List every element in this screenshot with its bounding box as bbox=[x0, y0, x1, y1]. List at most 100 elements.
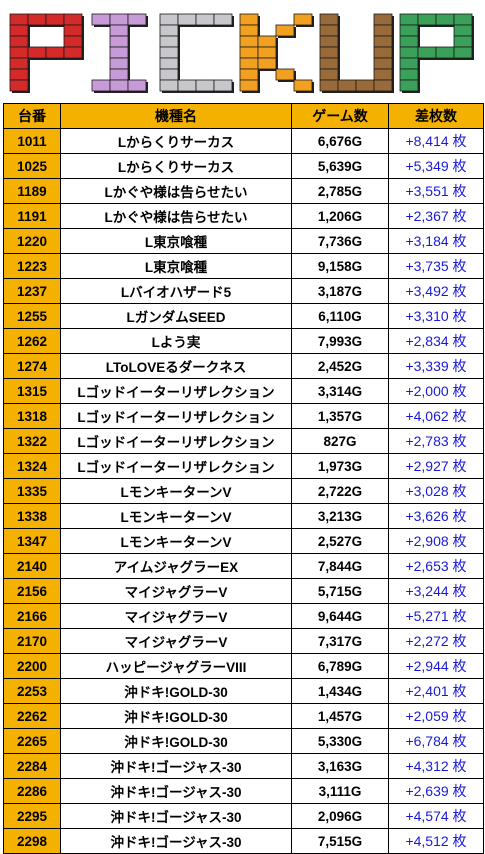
game-count-cell: 9,644G bbox=[291, 603, 389, 629]
machine-number-cell: 2166 bbox=[3, 603, 61, 629]
machine-name-cell: Lからくりサーカス bbox=[60, 128, 292, 154]
machine-name-cell: LモンキーターンV bbox=[60, 478, 292, 504]
machine-name-cell: LモンキーターンV bbox=[60, 528, 292, 554]
machine-number-cell: 2265 bbox=[3, 728, 61, 754]
difference-cell: +3,028 枚 bbox=[388, 478, 484, 504]
pickup-letter-k-4 bbox=[239, 13, 314, 93]
difference-cell: +5,349 枚 bbox=[388, 153, 484, 179]
machine-name-cell: 沖ドキ!ゴージャス-30 bbox=[60, 753, 292, 779]
game-count-cell: 1,206G bbox=[291, 203, 389, 229]
game-count-cell: 1,457G bbox=[291, 703, 389, 729]
machine-name-cell: アイムジャグラーEX bbox=[60, 553, 292, 579]
machine-number-cell: 2170 bbox=[3, 628, 61, 654]
machine-number-cell: 2298 bbox=[3, 828, 61, 854]
pickup-logo bbox=[9, 13, 474, 93]
machine-number-cell: 2262 bbox=[3, 703, 61, 729]
game-count-cell: 1,973G bbox=[291, 453, 389, 479]
machine-number-cell: 1324 bbox=[3, 453, 61, 479]
game-count-cell: 7,515G bbox=[291, 828, 389, 854]
difference-cell: +2,272 枚 bbox=[388, 628, 484, 654]
game-count-cell: 1,434G bbox=[291, 678, 389, 704]
machine-number-cell: 1338 bbox=[3, 503, 61, 529]
game-count-cell: 3,163G bbox=[291, 753, 389, 779]
machine-name-cell: 沖ドキ!GOLD-30 bbox=[60, 728, 292, 754]
game-count-cell: 5,330G bbox=[291, 728, 389, 754]
game-count-cell: 5,715G bbox=[291, 578, 389, 604]
table-row: 1025 Lからくりサーカス 5,639G +5,349 枚 bbox=[3, 153, 484, 179]
table-row: 2284 沖ドキ!ゴージャス-30 3,163G +4,312 枚 bbox=[3, 753, 484, 779]
table-row: 1191 Lかぐや様は告らせたい 1,206G +2,367 枚 bbox=[3, 203, 484, 229]
table-row: 2253 沖ドキ!GOLD-30 1,434G +2,401 枚 bbox=[3, 678, 484, 704]
pickup-letter-c-3 bbox=[159, 13, 234, 93]
difference-cell: +5,271 枚 bbox=[388, 603, 484, 629]
machine-number-cell: 1274 bbox=[3, 353, 61, 379]
difference-cell: +2,834 枚 bbox=[388, 328, 484, 354]
machine-number-cell: 1011 bbox=[3, 128, 61, 154]
header-difference: 差枚数 bbox=[388, 103, 484, 129]
machine-name-cell: Lゴッドイーターリザレクション bbox=[60, 453, 292, 479]
machine-number-cell: 1322 bbox=[3, 428, 61, 454]
table-row: 2295 沖ドキ!ゴージャス-30 2,096G +4,574 枚 bbox=[3, 803, 484, 829]
game-count-cell: 6,676G bbox=[291, 128, 389, 154]
machine-name-cell: 沖ドキ!ゴージャス-30 bbox=[60, 828, 292, 854]
game-count-cell: 1,357G bbox=[291, 403, 389, 429]
difference-cell: +2,927 枚 bbox=[388, 453, 484, 479]
difference-cell: +2,000 枚 bbox=[388, 378, 484, 404]
machine-name-cell: L東京喰種 bbox=[60, 253, 292, 279]
table-row: 1223 L東京喰種 9,158G +3,735 枚 bbox=[3, 253, 484, 279]
header-machine-name: 機種名 bbox=[60, 103, 292, 129]
difference-cell: +3,626 枚 bbox=[388, 503, 484, 529]
difference-cell: +8,414 枚 bbox=[388, 128, 484, 154]
machine-name-cell: L東京喰種 bbox=[60, 228, 292, 254]
machine-number-cell: 1255 bbox=[3, 303, 61, 329]
machine-name-cell: 沖ドキ!ゴージャス-30 bbox=[60, 803, 292, 829]
game-count-cell: 3,187G bbox=[291, 278, 389, 304]
machine-name-cell: Lゴッドイーターリザレクション bbox=[60, 378, 292, 404]
difference-cell: +4,312 枚 bbox=[388, 753, 484, 779]
machine-name-cell: Lゴッドイーターリザレクション bbox=[60, 428, 292, 454]
difference-cell: +2,367 枚 bbox=[388, 203, 484, 229]
table-row: 1237 Lバイオハザード5 3,187G +3,492 枚 bbox=[3, 278, 484, 304]
table-row: 1322 Lゴッドイーターリザレクション 827G +2,783 枚 bbox=[3, 428, 484, 454]
pickup-table: 台番 機種名 ゲーム数 差枚数 1011 Lからくりサーカス 6,676G +8,41… bbox=[3, 103, 484, 854]
difference-cell: +3,492 枚 bbox=[388, 278, 484, 304]
game-count-cell: 827G bbox=[291, 428, 389, 454]
difference-cell: +4,574 枚 bbox=[388, 803, 484, 829]
machine-number-cell: 2156 bbox=[3, 578, 61, 604]
game-count-cell: 3,213G bbox=[291, 503, 389, 529]
pickup-letter-p-1 bbox=[9, 13, 84, 93]
game-count-cell: 2,452G bbox=[291, 353, 389, 379]
machine-number-cell: 2295 bbox=[3, 803, 61, 829]
difference-cell: +2,653 枚 bbox=[388, 553, 484, 579]
game-count-cell: 7,736G bbox=[291, 228, 389, 254]
header-game-count: ゲーム数 bbox=[291, 103, 389, 129]
difference-cell: +2,783 枚 bbox=[388, 428, 484, 454]
machine-number-cell: 1189 bbox=[3, 178, 61, 204]
machine-number-cell: 2140 bbox=[3, 553, 61, 579]
game-count-cell: 7,317G bbox=[291, 628, 389, 654]
table-row: 1255 LガンダムSEED 6,110G +3,310 枚 bbox=[3, 303, 484, 329]
pickup-banner bbox=[0, 0, 485, 101]
table-row: 2298 沖ドキ!ゴージャス-30 7,515G +4,512 枚 bbox=[3, 828, 484, 854]
table-row: 1220 L東京喰種 7,736G +3,184 枚 bbox=[3, 228, 484, 254]
machine-number-cell: 2286 bbox=[3, 778, 61, 804]
difference-cell: +3,244 枚 bbox=[388, 578, 484, 604]
difference-cell: +3,310 枚 bbox=[388, 303, 484, 329]
game-count-cell: 5,639G bbox=[291, 153, 389, 179]
table-row: 1262 Lよう実 7,993G +2,834 枚 bbox=[3, 328, 484, 354]
machine-name-cell: 沖ドキ!GOLD-30 bbox=[60, 703, 292, 729]
machine-name-cell: 沖ドキ!GOLD-30 bbox=[60, 678, 292, 704]
table-row: 1338 LモンキーターンV 3,213G +3,626 枚 bbox=[3, 503, 484, 529]
machine-number-cell: 1318 bbox=[3, 403, 61, 429]
table-row: 1324 Lゴッドイーターリザレクション 1,973G +2,927 枚 bbox=[3, 453, 484, 479]
table-row: 2265 沖ドキ!GOLD-30 5,330G +6,784 枚 bbox=[3, 728, 484, 754]
table-row: 1189 Lかぐや様は告らせたい 2,785G +3,551 枚 bbox=[3, 178, 484, 204]
game-count-cell: 2,527G bbox=[291, 528, 389, 554]
difference-cell: +4,062 枚 bbox=[388, 403, 484, 429]
machine-name-cell: マイジャグラーV bbox=[60, 578, 292, 604]
header-machine-number: 台番 bbox=[3, 103, 61, 129]
machine-number-cell: 1262 bbox=[3, 328, 61, 354]
game-count-cell: 6,789G bbox=[291, 653, 389, 679]
game-count-cell: 7,993G bbox=[291, 328, 389, 354]
game-count-cell: 9,158G bbox=[291, 253, 389, 279]
